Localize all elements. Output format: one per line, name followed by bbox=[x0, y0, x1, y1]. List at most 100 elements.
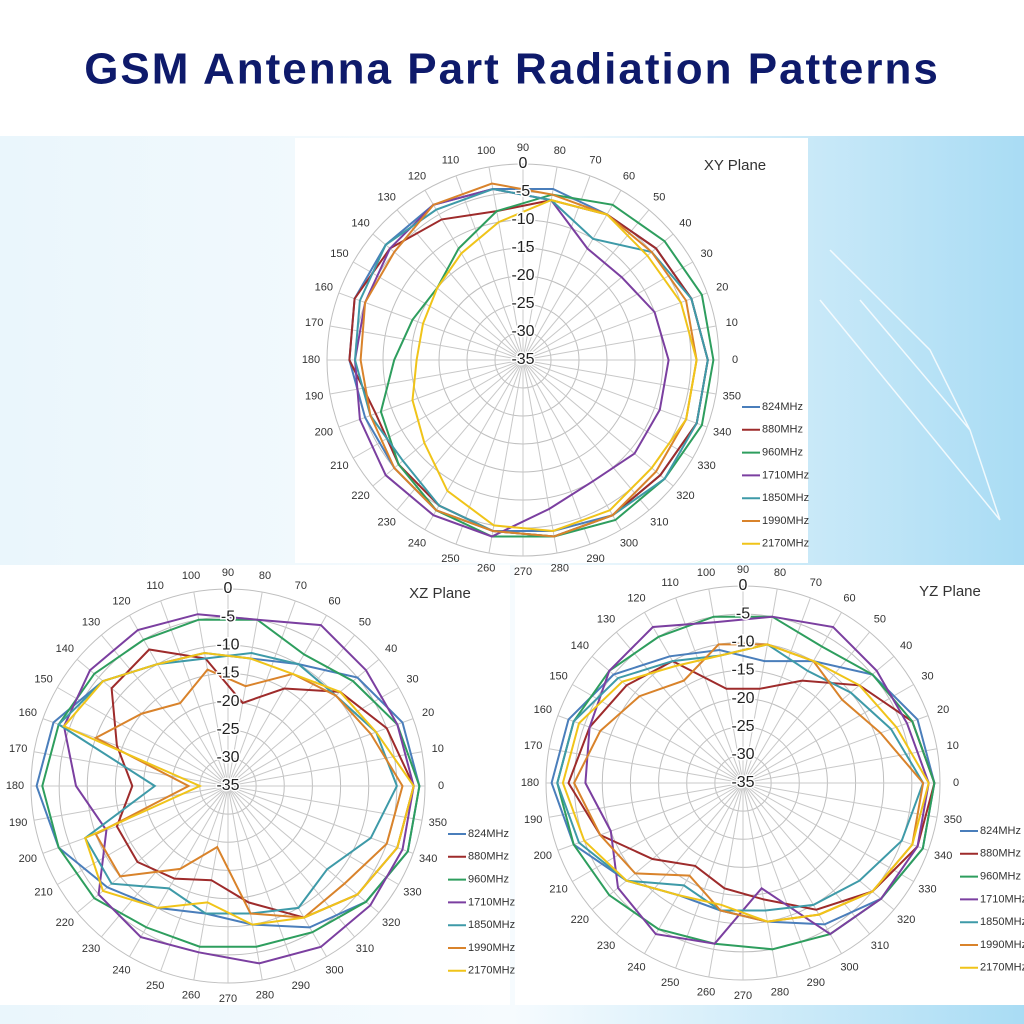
theta-tick-label: 10 bbox=[947, 740, 959, 752]
grid-spoke bbox=[742, 782, 938, 818]
title-band bbox=[0, 0, 1024, 136]
theta-tick-label: 250 bbox=[661, 977, 679, 989]
grid-spoke bbox=[522, 359, 650, 511]
theta-tick-label: 170 bbox=[9, 743, 27, 755]
theta-tick-label: 290 bbox=[292, 980, 310, 992]
r-tick-label: -35 bbox=[511, 351, 534, 368]
theta-tick-label: 120 bbox=[408, 170, 426, 182]
r-tick-label: -20 bbox=[216, 693, 239, 710]
r-tick-label: -20 bbox=[511, 267, 534, 284]
theta-tick-label: 270 bbox=[219, 993, 237, 1005]
grid-spoke bbox=[455, 359, 524, 545]
legend-label: 2170MHz bbox=[468, 965, 515, 977]
theta-tick-label: 340 bbox=[713, 426, 731, 438]
r-tick-label: 0 bbox=[224, 580, 233, 597]
theta-tick-label: 80 bbox=[774, 567, 786, 579]
theta-tick-label: 50 bbox=[874, 614, 886, 626]
theta-tick-label: 240 bbox=[408, 538, 426, 550]
panel bbox=[295, 138, 808, 563]
theta-tick-label: 50 bbox=[653, 192, 665, 204]
theta-tick-label: 150 bbox=[549, 670, 567, 682]
theta-tick-label: 160 bbox=[534, 704, 552, 716]
legend-label: 1990MHz bbox=[468, 942, 515, 954]
grid-spoke bbox=[548, 782, 744, 818]
grid-spoke bbox=[675, 597, 744, 784]
r-tick-label: 0 bbox=[519, 155, 528, 172]
r-tick-label: -35 bbox=[216, 777, 239, 794]
grid-spoke bbox=[227, 785, 380, 914]
grid-spoke bbox=[227, 718, 414, 787]
grid-spoke bbox=[227, 687, 399, 787]
theta-tick-label: 110 bbox=[661, 577, 679, 589]
series-line bbox=[567, 659, 936, 911]
chart-title: XY Plane bbox=[704, 157, 766, 174]
legend-label: 1990MHz bbox=[980, 939, 1024, 951]
theta-tick-label: 130 bbox=[82, 617, 100, 629]
theta-tick-label: 340 bbox=[934, 850, 952, 862]
grid-spoke bbox=[396, 209, 524, 361]
theta-tick-label: 230 bbox=[597, 940, 615, 952]
grid-spoke bbox=[742, 782, 871, 935]
theta-tick-label: 210 bbox=[330, 460, 348, 472]
theta-tick-label: 40 bbox=[385, 643, 397, 655]
series-line bbox=[41, 618, 421, 948]
legend-label: 824MHz bbox=[980, 825, 1021, 837]
grid-spoke bbox=[742, 782, 811, 969]
grid-spoke bbox=[742, 684, 914, 784]
chart-title: XZ Plane bbox=[409, 585, 471, 602]
grid-spoke bbox=[227, 634, 356, 787]
grid-spoke bbox=[57, 785, 229, 885]
theta-tick-label: 270 bbox=[514, 566, 532, 578]
decoration bbox=[819, 249, 1001, 521]
legend-label: 1990MHz bbox=[762, 515, 809, 527]
theta-tick-label: 140 bbox=[571, 640, 589, 652]
theta-tick-label: 70 bbox=[810, 577, 822, 589]
series-line bbox=[379, 193, 715, 538]
grid-spoke bbox=[742, 782, 914, 882]
legend-label: 960MHz bbox=[980, 871, 1021, 883]
grid-spoke bbox=[742, 612, 842, 784]
theta-tick-label: 260 bbox=[477, 563, 495, 575]
r-tick-label: 0 bbox=[739, 577, 748, 594]
series-line bbox=[62, 651, 415, 926]
theta-tick-label: 80 bbox=[259, 570, 271, 582]
page-title: GSM Antenna Part Radiation Patterns bbox=[84, 45, 940, 94]
grid-spoke bbox=[742, 631, 871, 784]
r-tick-label: -10 bbox=[511, 211, 534, 228]
theta-tick-label: 310 bbox=[650, 516, 668, 528]
legend-label: 2170MHz bbox=[980, 962, 1024, 974]
theta-tick-label: 160 bbox=[315, 281, 333, 293]
legend-label: 2170MHz bbox=[762, 538, 809, 550]
theta-tick-label: 90 bbox=[222, 567, 234, 579]
theta-tick-label: 150 bbox=[34, 673, 52, 685]
theta-tick-label: 280 bbox=[771, 987, 789, 999]
theta-tick-label: 70 bbox=[589, 155, 601, 167]
theta-tick-label: 0 bbox=[732, 354, 738, 366]
theta-tick-label: 170 bbox=[524, 740, 542, 752]
theta-tick-label: 240 bbox=[112, 964, 130, 976]
grid-spoke bbox=[227, 785, 356, 938]
grid-spoke bbox=[522, 190, 622, 361]
grid-spoke bbox=[548, 748, 744, 784]
theta-tick-label: 160 bbox=[19, 707, 37, 719]
r-tick-label: -15 bbox=[511, 239, 534, 256]
theta-tick-label: 300 bbox=[620, 538, 638, 550]
grid-spoke bbox=[522, 359, 674, 487]
theta-tick-label: 50 bbox=[359, 617, 371, 629]
series-line bbox=[584, 615, 930, 945]
r-tick-label: -15 bbox=[731, 662, 754, 679]
grid-spoke bbox=[522, 325, 717, 361]
theta-tick-label: 240 bbox=[627, 961, 645, 973]
theta-tick-label: 180 bbox=[521, 777, 539, 789]
grid-spoke bbox=[522, 359, 622, 530]
legend-label: 960MHz bbox=[762, 447, 803, 459]
legend-label: 824MHz bbox=[762, 401, 803, 413]
chart-title: YZ Plane bbox=[919, 583, 981, 600]
grid-spoke bbox=[488, 359, 524, 554]
theta-tick-label: 90 bbox=[517, 142, 529, 154]
grid-spoke bbox=[227, 591, 263, 787]
r-tick-label: -25 bbox=[216, 721, 239, 738]
theta-tick-label: 140 bbox=[56, 643, 74, 655]
grid-spoke bbox=[455, 175, 524, 361]
theta-tick-label: 220 bbox=[571, 914, 589, 926]
